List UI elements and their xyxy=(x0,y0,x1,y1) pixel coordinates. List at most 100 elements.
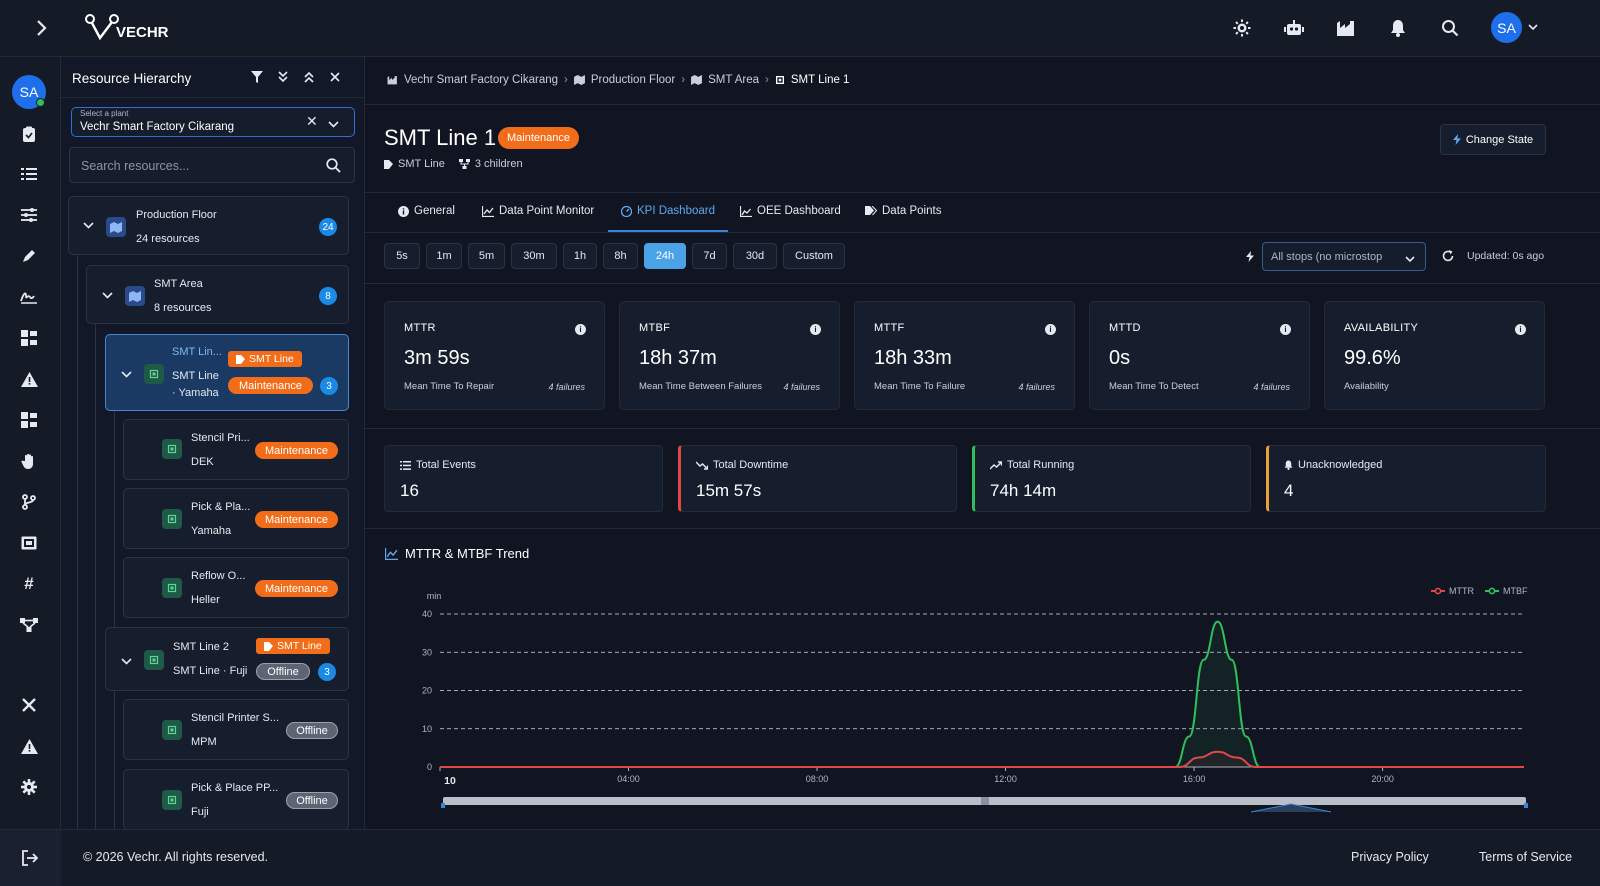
change-state-button[interactable]: Change State xyxy=(1440,124,1546,155)
breadcrumb-current: SMT Line 1 xyxy=(790,74,850,86)
warning-icon[interactable] xyxy=(17,367,41,391)
zoom-slider-preview xyxy=(1250,803,1332,813)
chevron-down-icon[interactable] xyxy=(121,369,132,381)
tree-node-production-floor[interactable]: Production Floor 24 resources 24 xyxy=(68,196,349,255)
tree-node-pick-place-2[interactable]: Pick & Place PP... Fuji Offline xyxy=(123,769,349,829)
hand-icon[interactable] xyxy=(17,449,41,473)
brand-logo: VECHR xyxy=(84,12,169,42)
kpi-key: MTTF xyxy=(874,322,905,334)
tab-data-point-monitor[interactable]: Data Point Monitor xyxy=(482,205,594,217)
breadcrumb-floor[interactable]: Production Floor xyxy=(590,74,676,86)
node-sub: Yamaha xyxy=(191,525,232,537)
gear-sun-icon[interactable] xyxy=(1230,16,1254,40)
range-5s[interactable]: 5s xyxy=(384,243,420,269)
tree-node-pick-place[interactable]: Pick & Pla... Yamaha Maintenance xyxy=(123,488,349,549)
chevron-down-icon[interactable] xyxy=(102,290,113,302)
expand-all-icon[interactable] xyxy=(275,69,291,85)
info-icon[interactable]: i xyxy=(810,324,821,335)
tree-node-reflow-oven[interactable]: Reflow O... Heller Maintenance xyxy=(123,557,349,618)
tools-icon[interactable] xyxy=(17,693,41,717)
y-tick-label: 0 xyxy=(427,762,432,772)
range-1h[interactable]: 1h xyxy=(563,243,597,269)
hierarchy-alt-icon[interactable] xyxy=(17,408,41,432)
robot-icon[interactable] xyxy=(1282,16,1306,40)
filter-icon[interactable] xyxy=(249,69,265,85)
hierarchy-icon[interactable] xyxy=(17,326,41,350)
checklist-icon[interactable] xyxy=(17,162,41,186)
range-30d[interactable]: 30d xyxy=(733,243,777,269)
zoom-slider-handle[interactable] xyxy=(981,797,989,805)
zoom-slider-left-handle[interactable] xyxy=(441,803,445,808)
tree-node-smt-line-1[interactable]: SMT Lin... SMT Line SMT Line · Yamaha Ma… xyxy=(105,334,349,411)
node-sub: Fuji xyxy=(191,806,209,818)
info-icon[interactable]: i xyxy=(1515,324,1526,335)
terms-link[interactable]: Terms of Service xyxy=(1479,850,1573,864)
legend-label[interactable]: MTBF xyxy=(1503,586,1528,596)
factory-icon[interactable] xyxy=(1334,16,1358,40)
child-count-badge: 3 xyxy=(318,663,336,681)
status-badge: Maintenance xyxy=(255,580,338,597)
tree-node-smt-area[interactable]: SMT Area 8 resources 8 xyxy=(86,265,349,324)
chevron-down-icon[interactable] xyxy=(328,116,339,131)
close-icon[interactable] xyxy=(327,69,343,85)
tab-oee-dashboard[interactable]: OEE Dashboard xyxy=(740,205,841,217)
range-5m[interactable]: 5m xyxy=(468,243,505,269)
chevron-down-icon[interactable] xyxy=(1526,20,1540,34)
tree-node-smt-line-2[interactable]: SMT Line 2 SMT Line SMT Line · Fuji Offl… xyxy=(105,627,349,691)
clear-icon[interactable]: ✕ xyxy=(306,113,318,129)
range-8h[interactable]: 8h xyxy=(603,243,638,269)
range-custom[interactable]: Custom xyxy=(783,243,845,269)
resource-search-input[interactable]: Search resources... xyxy=(69,147,355,183)
refresh-icon[interactable] xyxy=(1442,250,1454,265)
zoom-slider-right-handle[interactable] xyxy=(1524,803,1528,808)
chip-icon xyxy=(144,650,164,670)
stops-filter-value: All stops (no microstop xyxy=(1271,251,1383,263)
logout-icon[interactable] xyxy=(19,847,41,869)
chip-icon xyxy=(162,720,182,740)
signature-icon[interactable] xyxy=(17,285,41,309)
chevron-down-icon[interactable] xyxy=(83,220,94,232)
chevron-right-icon[interactable] xyxy=(30,16,54,40)
sliders-icon[interactable] xyxy=(17,203,41,227)
breadcrumb-area[interactable]: SMT Area xyxy=(708,74,760,86)
node-name: Stencil Printer S... xyxy=(191,712,280,724)
search-icon[interactable] xyxy=(1438,16,1462,40)
breadcrumb-plant[interactable]: Vechr Smart Factory Cikarang xyxy=(404,74,559,86)
settings-gear-icon[interactable] xyxy=(17,775,41,799)
plant-select-value: Vechr Smart Factory Cikarang xyxy=(80,121,235,133)
area-chart-icon xyxy=(740,205,752,217)
user-avatar[interactable]: SA xyxy=(1491,12,1522,43)
info-icon[interactable]: i xyxy=(1280,324,1291,335)
privacy-link[interactable]: Privacy Policy xyxy=(1351,850,1429,864)
status-badge: Maintenance xyxy=(255,511,338,528)
line-chart-icon xyxy=(482,205,494,217)
range-1m[interactable]: 1m xyxy=(426,243,462,269)
range-24h[interactable]: 24h xyxy=(644,243,686,269)
range-7d[interactable]: 7d xyxy=(692,243,727,269)
branch-icon[interactable] xyxy=(17,490,41,514)
y-tick-label: 10 xyxy=(422,724,432,734)
legend-label[interactable]: MTTR xyxy=(1449,586,1474,596)
info-icon[interactable]: i xyxy=(575,324,586,335)
node-sub: MPM xyxy=(191,736,217,748)
stat-value: 74h 14m xyxy=(990,481,1057,500)
tab-general[interactable]: General xyxy=(398,205,455,217)
hash-icon[interactable]: # xyxy=(24,574,34,593)
stops-filter-select[interactable]: All stops (no microstop xyxy=(1262,242,1426,271)
tree-node-stencil-printer-2[interactable]: Stencil Printer S... MPM Offline xyxy=(123,699,349,760)
tab-data-points[interactable]: Data Points xyxy=(865,205,941,217)
clipboard-check-icon[interactable] xyxy=(17,122,41,146)
image-frame-icon[interactable] xyxy=(17,531,41,555)
tab-kpi-dashboard[interactable]: KPI Dashboard xyxy=(621,205,715,217)
tree-node-stencil-printer[interactable]: Stencil Pri... DEK Maintenance xyxy=(123,419,349,480)
network-icon[interactable] xyxy=(17,613,41,637)
range-30m[interactable]: 30m xyxy=(511,243,557,269)
kpi-failures: 4 failures xyxy=(548,382,585,392)
info-icon[interactable]: i xyxy=(1045,324,1056,335)
bell-icon[interactable] xyxy=(1386,16,1410,40)
alert-triangle-icon[interactable] xyxy=(17,734,41,758)
pen-icon[interactable] xyxy=(17,244,41,268)
plant-select[interactable]: Select a plant Vechr Smart Factory Cikar… xyxy=(71,107,355,137)
chevron-down-icon[interactable] xyxy=(121,656,132,668)
collapse-all-icon[interactable] xyxy=(301,69,317,85)
